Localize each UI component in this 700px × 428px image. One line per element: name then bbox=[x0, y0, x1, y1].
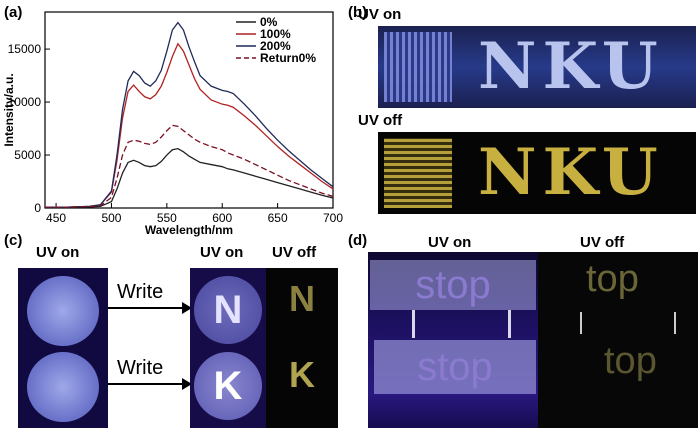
series-line-0pct bbox=[45, 147, 334, 208]
blank-disk-bottom bbox=[27, 352, 99, 422]
panel-d-label: (d) bbox=[348, 232, 368, 249]
legend-label-1: 100% bbox=[260, 27, 291, 41]
panel-c-written-disks-uv-off: N K bbox=[266, 268, 338, 428]
panel-c-uv-off-label: UV off bbox=[272, 244, 317, 261]
pin-glint-left bbox=[580, 312, 582, 334]
y-axis-label: Intensity/a.u. bbox=[2, 73, 16, 146]
panel-d-uv-on-photo: stop stop bbox=[368, 252, 538, 428]
support-pin-right bbox=[508, 310, 511, 338]
x-tick-label-700: 700 bbox=[323, 211, 343, 225]
panel-c-label: (c) bbox=[4, 232, 23, 249]
disk-n-uv-on: N bbox=[194, 276, 262, 344]
nku-text-uv-off: NKU bbox=[478, 135, 664, 210]
letter-k-uv-on: K bbox=[213, 364, 243, 408]
panel-d-uv-off-photo: top top bbox=[538, 252, 698, 428]
nku-text-uv-on: NKU bbox=[478, 29, 664, 104]
letter-n-uv-off: N bbox=[289, 278, 315, 319]
legend-label-3: Return0% bbox=[260, 51, 316, 65]
panel-b-uv-on-photo: NKU bbox=[378, 26, 696, 108]
x-tick-label-500: 500 bbox=[101, 211, 121, 225]
y-tick-label-15000: 15000 bbox=[8, 42, 42, 56]
panel-c-uv-on-right-label: UV on bbox=[200, 244, 244, 261]
panel-b-uv-on-label: UV on bbox=[358, 6, 402, 23]
y-tick-label-0: 0 bbox=[34, 201, 41, 215]
legend-label-0: 0% bbox=[260, 15, 278, 29]
write-arrow-top-head bbox=[182, 302, 192, 314]
qr-code-uv-off bbox=[384, 138, 452, 208]
stop-text-top: stop bbox=[415, 263, 491, 307]
y-tick-label-5000: 5000 bbox=[14, 148, 41, 162]
letter-n-uv-on: N bbox=[213, 288, 243, 332]
panel-b-uv-off-photo: NKU bbox=[378, 132, 696, 214]
x-tick-label-650: 650 bbox=[268, 211, 288, 225]
x-axis-label: Wavelength/nm bbox=[145, 223, 233, 237]
write-label-top: Write bbox=[117, 281, 164, 303]
write-arrow-top bbox=[108, 307, 186, 309]
top-text-lower: top bbox=[604, 340, 657, 382]
blank-disk-top bbox=[27, 276, 99, 346]
support-pin-left bbox=[412, 310, 415, 338]
panel-c-uv-on-left-label: UV on bbox=[36, 244, 80, 261]
panel-c-blank-disks-photo bbox=[18, 268, 108, 428]
write-label-bottom: Write bbox=[117, 357, 164, 379]
x-tick-label-550: 550 bbox=[157, 211, 177, 225]
stop-slab-top: stop bbox=[370, 260, 536, 310]
x-tick-label-600: 600 bbox=[212, 211, 232, 225]
series-line-return0pct bbox=[45, 124, 334, 208]
letter-k-uv-off: K bbox=[289, 354, 315, 395]
qr-code-uv-on bbox=[384, 32, 452, 102]
series-line-100pct bbox=[45, 42, 334, 208]
plot-frame bbox=[44, 11, 334, 209]
x-tick-label-450: 450 bbox=[46, 211, 66, 225]
pin-glint-right bbox=[674, 312, 676, 334]
panel-b-label: (b) bbox=[348, 4, 368, 21]
legend-label-2: 200% bbox=[260, 39, 291, 53]
write-arrow-bottom bbox=[108, 383, 186, 385]
panel-a-label: (a) bbox=[4, 4, 23, 21]
panel-d-uv-off-label: UV off bbox=[580, 234, 625, 251]
stop-slab-bottom: stop bbox=[374, 340, 536, 394]
panel-d-uv-on-label: UV on bbox=[428, 234, 472, 251]
panel-b-uv-off-label: UV off bbox=[358, 112, 403, 129]
disk-k-uv-on: K bbox=[194, 352, 262, 420]
y-tick-label-10000: 10000 bbox=[8, 95, 42, 109]
write-arrow-bottom-head bbox=[182, 378, 192, 390]
series-line-200pct bbox=[45, 21, 334, 208]
stop-text-bottom: stop bbox=[417, 345, 493, 389]
panel-c-written-disks-uv-on: N K bbox=[190, 268, 266, 428]
top-text-upper: top bbox=[586, 258, 639, 300]
